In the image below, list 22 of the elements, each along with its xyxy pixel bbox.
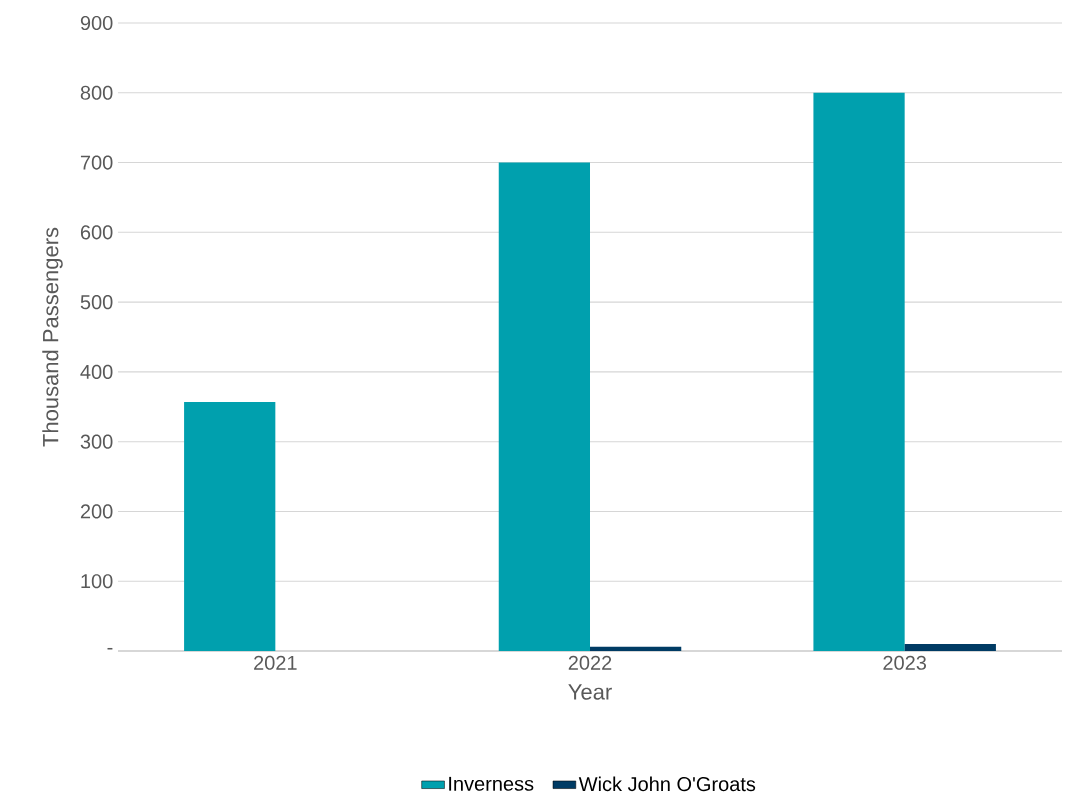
legend-label: Wick John O'Groats — [578, 776, 756, 792]
y-tick-label: 700 — [80, 155, 113, 170]
y-tick-label: 500 — [80, 295, 113, 310]
bar — [904, 644, 996, 651]
y-tick-label: 900 — [80, 15, 113, 31]
bar — [184, 401, 276, 651]
y-tick-label: 400 — [80, 364, 113, 379]
x-axis-title: Year — [568, 684, 612, 700]
y-tick-label: 100 — [81, 574, 113, 589]
x-tick-label: 2023 — [883, 655, 927, 670]
y-tick-label: 200 — [80, 504, 113, 519]
y-tick-label: 800 — [80, 85, 113, 100]
x-tick-label: 2022 — [568, 655, 612, 670]
x-tick-label: 2021 — [254, 655, 297, 670]
y-tick-label: 600 — [80, 225, 113, 240]
bar — [813, 92, 905, 651]
bar — [498, 162, 591, 651]
legend-label: Inverness — [449, 776, 534, 791]
y-tick-label: 300 — [80, 434, 113, 449]
y-axis-title: Thousand Passengers — [42, 227, 63, 447]
y-tick-label: - — [107, 647, 113, 650]
bar — [590, 646, 682, 651]
